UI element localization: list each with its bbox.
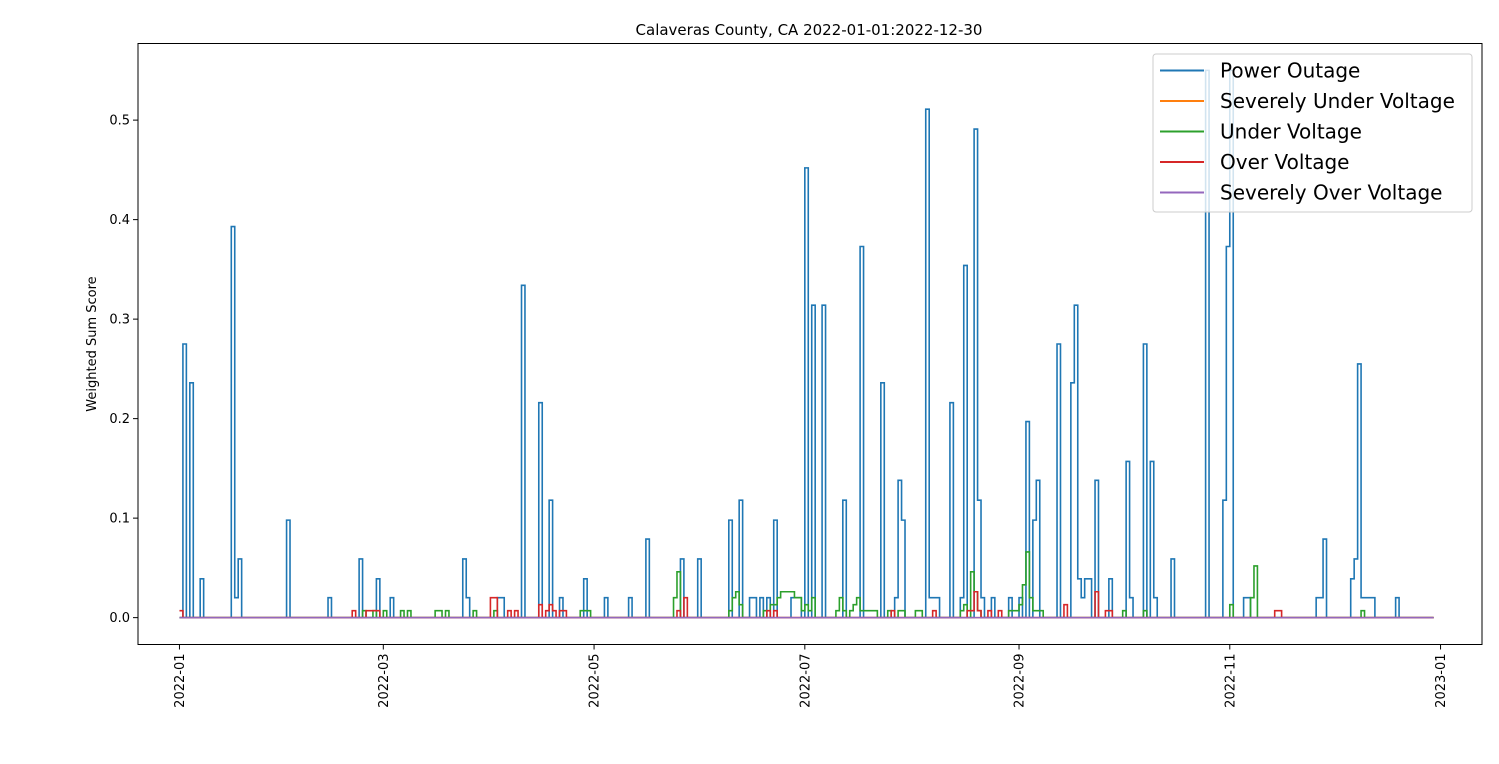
series-line-3 xyxy=(179,551,1434,619)
x-tick-label: 2022-01 xyxy=(173,654,188,708)
y-tick-label: 0.0 xyxy=(109,611,130,626)
legend-box xyxy=(1152,53,1473,213)
axis-ticks: 2022-01 2022-03 2022-05 2022-07 2022-09 2022-… xyxy=(109,114,1449,708)
y-tick-label: 0.2 xyxy=(109,412,130,427)
x-tick-label: 2022-03 xyxy=(377,654,392,708)
series-line-4 xyxy=(179,590,1434,619)
y-tick-label: 0.5 xyxy=(109,114,130,129)
plot-frame xyxy=(137,43,1483,645)
x-tick-label: 2022-05 xyxy=(588,654,603,708)
y-tick-label: 0.3 xyxy=(109,313,130,328)
legend-entry[interactable]: Under Voltage xyxy=(1220,120,1362,144)
x-tick-label: 2022-11 xyxy=(1223,654,1238,708)
y-tick-label: 0.4 xyxy=(109,213,130,228)
legend-entry[interactable]: Severely Under Voltage xyxy=(1220,89,1455,113)
legend-entry[interactable]: Over Voltage xyxy=(1220,150,1349,174)
x-tick-label: 2022-07 xyxy=(798,654,813,708)
legend[interactable]: Power Outage Severely Under Voltage Under … xyxy=(1152,53,1473,213)
y-axis-label: Weighted Sum Score xyxy=(85,276,100,411)
legend-entry[interactable]: Severely Over Voltage xyxy=(1220,181,1442,205)
x-tick-label: 2022-09 xyxy=(1013,654,1028,708)
series-layer xyxy=(179,69,1434,619)
chart-title: Calaveras County, CA 2022-01-01:2022-12-… xyxy=(636,21,983,39)
legend-entry[interactable]: Power Outage xyxy=(1220,59,1360,83)
x-tick-label: 2023-01 xyxy=(1434,654,1449,708)
y-tick-label: 0.1 xyxy=(109,512,130,527)
